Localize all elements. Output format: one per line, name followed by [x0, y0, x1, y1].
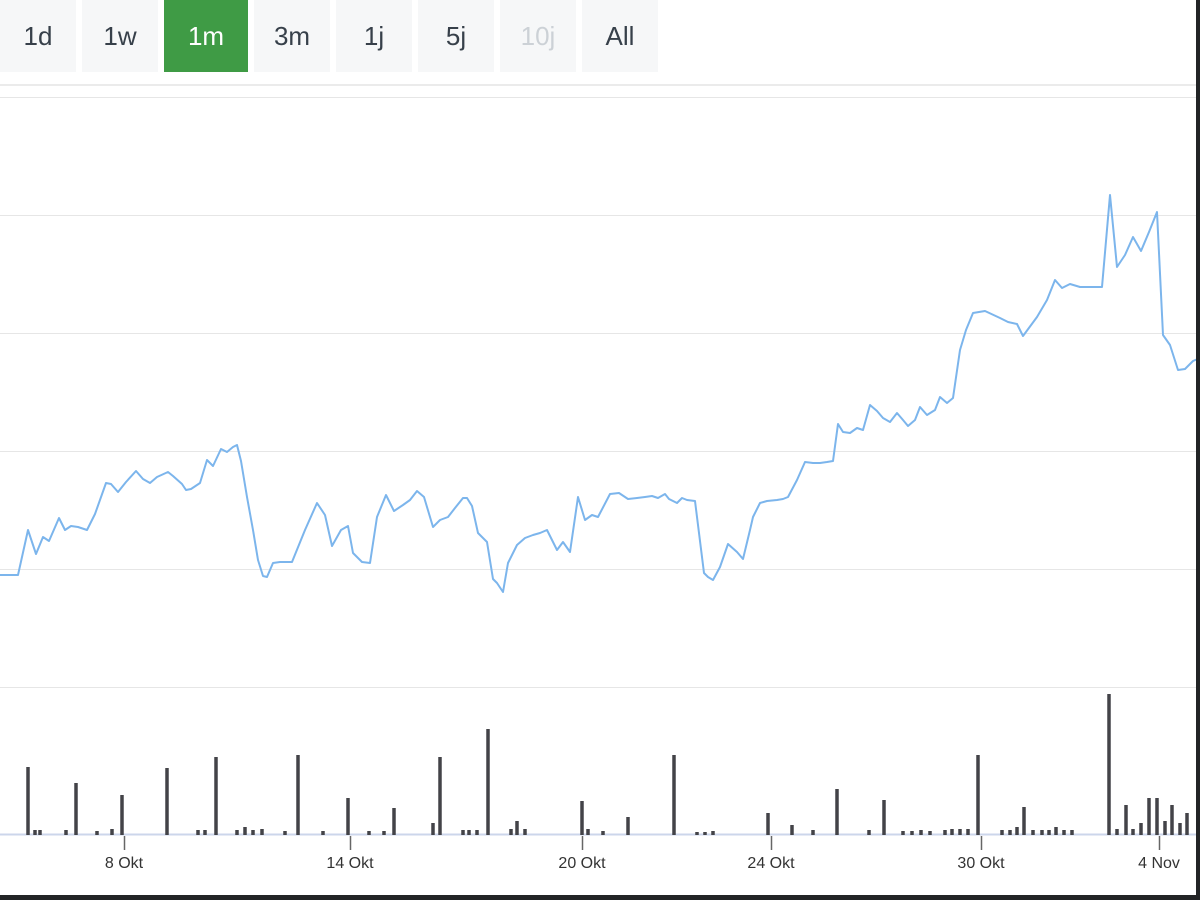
- range-selector: 1d 1w 1m 3m 1j 5j 10j All: [0, 0, 664, 72]
- volume-bar[interactable]: [928, 831, 932, 835]
- volume-bar[interactable]: [38, 830, 42, 835]
- x-axis-label: 20 Okt: [558, 855, 606, 872]
- volume-bar[interactable]: [943, 830, 947, 835]
- volume-bar[interactable]: [966, 829, 970, 835]
- volume-bar[interactable]: [438, 757, 442, 835]
- volume-bar[interactable]: [346, 798, 350, 835]
- volume-bar[interactable]: [260, 829, 264, 835]
- volume-bar[interactable]: [1131, 829, 1135, 835]
- volume-bar[interactable]: [1155, 798, 1159, 835]
- x-axis-label: 4 Nov: [1138, 855, 1180, 872]
- volume-bar[interactable]: [1107, 694, 1111, 835]
- volume-bar[interactable]: [1062, 830, 1066, 835]
- volume-bar[interactable]: [1008, 830, 1012, 835]
- volume-bar[interactable]: [1022, 807, 1026, 835]
- volume-bar[interactable]: [586, 829, 590, 835]
- volume-bar[interactable]: [626, 817, 630, 835]
- volume-bar[interactable]: [243, 827, 247, 835]
- volume-bar[interactable]: [1000, 830, 1004, 835]
- x-axis-label: 8 Okt: [105, 855, 144, 872]
- volume-bar[interactable]: [672, 755, 676, 835]
- range-button-1m[interactable]: 1m: [164, 0, 248, 72]
- volume-bar[interactable]: [367, 831, 371, 835]
- price-line[interactable]: [0, 194, 1200, 593]
- volume-bar[interactable]: [235, 830, 239, 835]
- toolbar-separator: [0, 84, 1200, 86]
- volume-bar[interactable]: [196, 830, 200, 835]
- volume-bar[interactable]: [1015, 827, 1019, 835]
- x-axis-label: 24 Okt: [747, 855, 795, 872]
- volume-bar[interactable]: [165, 768, 169, 835]
- range-button-10j: 10j: [500, 0, 576, 72]
- volume-bar[interactable]: [1178, 823, 1182, 835]
- volume-bar[interactable]: [811, 830, 815, 835]
- volume-bar[interactable]: [1031, 830, 1035, 835]
- volume-bar[interactable]: [601, 831, 605, 835]
- volume-bar[interactable]: [1185, 813, 1189, 835]
- volume-bar[interactable]: [1115, 829, 1119, 835]
- range-button-all[interactable]: All: [582, 0, 658, 72]
- volume-bar[interactable]: [203, 830, 207, 835]
- x-axis-label: 30 Okt: [957, 855, 1005, 872]
- volume-bar[interactable]: [835, 789, 839, 835]
- volume-bar[interactable]: [711, 831, 715, 835]
- volume-bar[interactable]: [910, 831, 914, 835]
- window-edge-right: [1196, 0, 1200, 900]
- volume-bar[interactable]: [523, 829, 527, 835]
- volume-bar[interactable]: [110, 829, 114, 835]
- range-button-1j[interactable]: 1j: [336, 0, 412, 72]
- volume-bar[interactable]: [392, 808, 396, 835]
- volume-bar[interactable]: [1139, 823, 1143, 835]
- volume-bar[interactable]: [64, 830, 68, 835]
- volume-bar[interactable]: [766, 813, 770, 835]
- volume-bar[interactable]: [33, 830, 37, 835]
- volume-bar[interactable]: [214, 757, 218, 835]
- volume-bar[interactable]: [74, 783, 78, 835]
- range-button-1w[interactable]: 1w: [82, 0, 158, 72]
- volume-bar[interactable]: [486, 729, 490, 835]
- volume-bar[interactable]: [461, 830, 465, 835]
- volume-bar[interactable]: [467, 830, 471, 835]
- volume-bar[interactable]: [475, 830, 479, 835]
- volume-bar[interactable]: [867, 830, 871, 835]
- volume-bar[interactable]: [1054, 827, 1058, 835]
- volume-bar[interactable]: [251, 830, 255, 835]
- volume-bar[interactable]: [1163, 821, 1167, 835]
- volume-bar[interactable]: [431, 823, 435, 835]
- volume-bar[interactable]: [703, 832, 707, 835]
- volume-bar[interactable]: [790, 825, 794, 835]
- volume-bar[interactable]: [321, 831, 325, 835]
- window-edge-bottom: [0, 895, 1200, 900]
- volume-bar[interactable]: [1170, 805, 1174, 835]
- volume-bar[interactable]: [283, 831, 287, 835]
- volume-bar[interactable]: [1047, 830, 1051, 835]
- range-button-5j[interactable]: 5j: [418, 0, 494, 72]
- volume-bar[interactable]: [958, 829, 962, 835]
- volume-bar[interactable]: [1040, 830, 1044, 835]
- volume-bar[interactable]: [695, 832, 699, 835]
- volume-bar[interactable]: [95, 831, 99, 835]
- range-button-1d[interactable]: 1d: [0, 0, 76, 72]
- volume-bar[interactable]: [882, 800, 886, 835]
- volume-bar[interactable]: [120, 795, 124, 835]
- volume-bar[interactable]: [296, 755, 300, 835]
- volume-bar[interactable]: [1070, 830, 1074, 835]
- range-button-3m[interactable]: 3m: [254, 0, 330, 72]
- volume-bar[interactable]: [950, 829, 954, 835]
- volume-bar[interactable]: [26, 767, 30, 835]
- volume-bar[interactable]: [1124, 805, 1128, 835]
- volume-bar[interactable]: [515, 821, 519, 835]
- volume-bar[interactable]: [976, 755, 980, 835]
- volume-bar[interactable]: [901, 831, 905, 835]
- x-axis-label: 14 Okt: [326, 855, 374, 872]
- volume-bar[interactable]: [1147, 798, 1151, 835]
- volume-bar[interactable]: [382, 831, 386, 835]
- volume-bar[interactable]: [580, 801, 584, 835]
- volume-bar[interactable]: [919, 830, 923, 835]
- volume-bar[interactable]: [509, 829, 513, 835]
